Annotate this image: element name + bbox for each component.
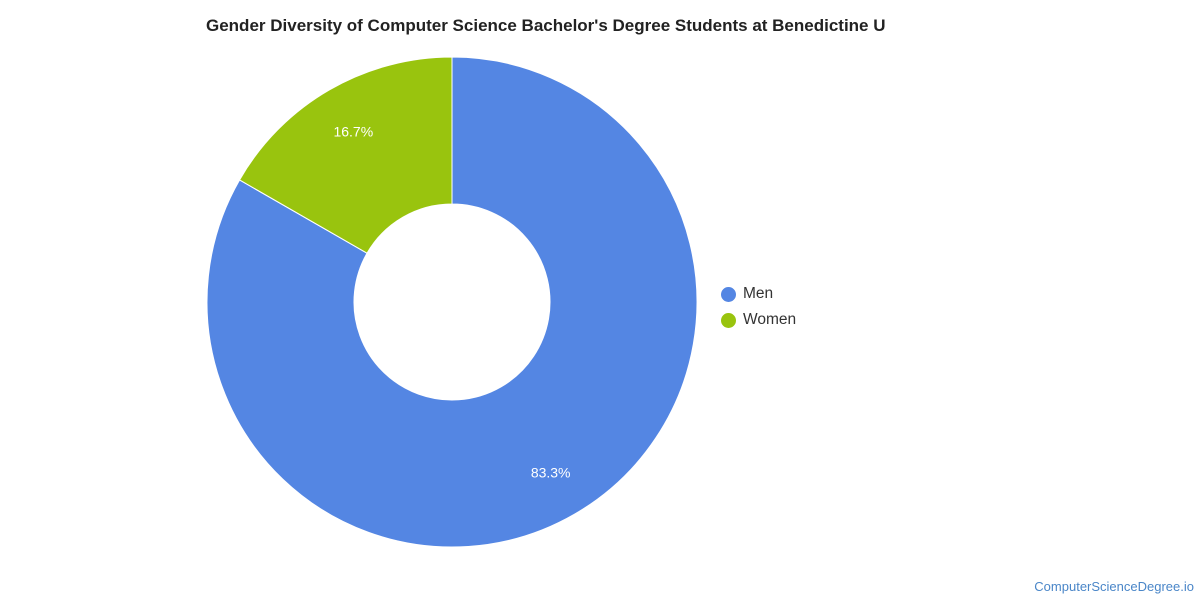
legend-swatch-women [721,312,736,328]
legend-label-women: Women [743,311,797,328]
legend-item-women[interactable]: Women [721,307,796,333]
chart-legend: Men Women [721,281,796,333]
site-watermark[interactable]: ComputerScienceDegree.io [1034,579,1194,594]
legend-item-men[interactable]: Men [721,281,796,307]
chart-title: Gender Diversity of Computer Science Bac… [206,16,886,35]
slice-women[interactable] [238,56,453,254]
slice-label-men: 83.3% [531,465,571,481]
legend-label-men: Men [743,285,774,302]
slice-label-women: 16.7% [333,123,373,139]
slice-men[interactable] [206,56,698,548]
legend-swatch-men [721,286,736,302]
